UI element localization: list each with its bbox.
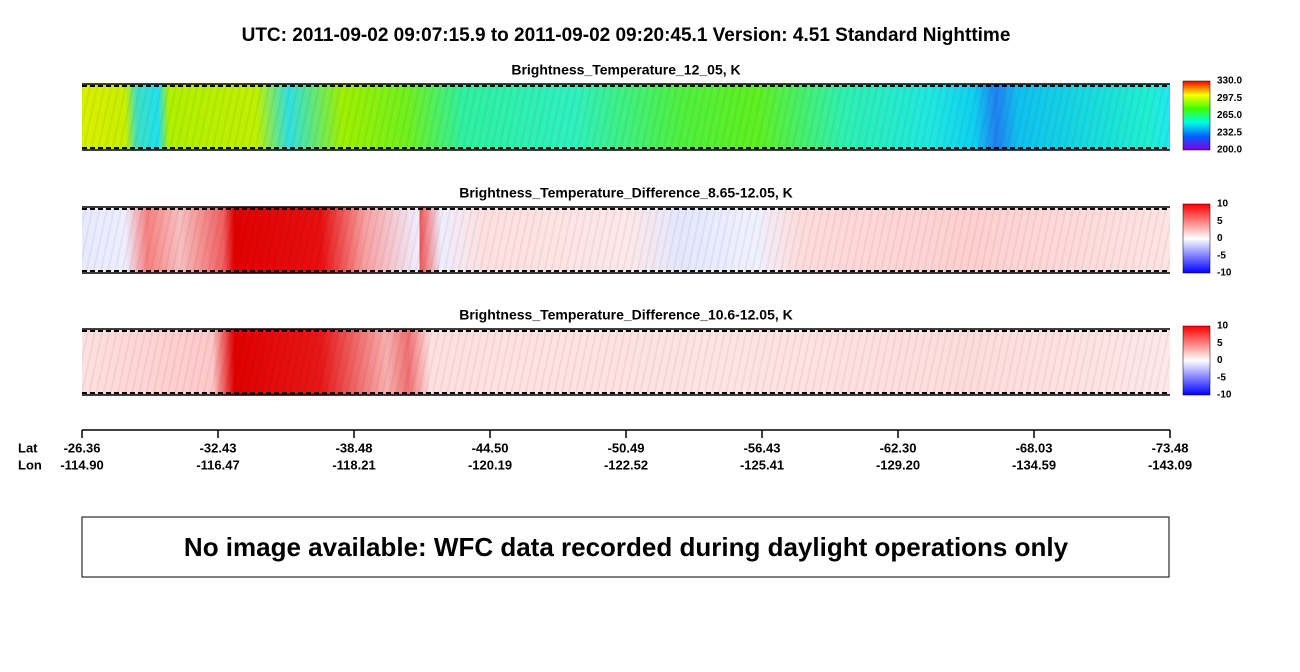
lat-value: -73.48 [1152,440,1189,455]
lon-value: -125.41 [740,457,784,472]
colorbar-label: 10 [1217,199,1229,210]
colorbar [1182,325,1211,396]
lon-value: -134.59 [1012,457,1056,472]
lon-value: -143.09 [1148,457,1192,472]
lon-value: -129.20 [876,457,920,472]
colorbar-label: 5 [1217,216,1223,227]
heatmap-texture [82,84,1170,150]
colorbar-label: -5 [1217,372,1226,383]
lat-value: -68.03 [1016,440,1053,455]
lon-value: -120.19 [468,457,512,472]
lat-value: -44.50 [472,440,509,455]
lon-value: -122.52 [604,457,648,472]
lon-value: -118.21 [332,457,375,472]
colorbar [1182,203,1211,274]
colorbar-label: 297.5 [1217,93,1242,104]
lat-value: -62.30 [880,440,917,455]
colorbar-label: 330.0 [1217,76,1242,87]
notice: No image available: WFC data recorded du… [184,532,1069,562]
lat-label: Lat [18,440,38,455]
colorbar [1182,80,1211,151]
panel-title: Brightness_Temperature_12_05, K [511,62,740,78]
lat-value: -56.43 [744,440,781,455]
colorbar-label: 10 [1217,321,1229,332]
colorbar-label: -10 [1217,390,1232,401]
lon-value: -116.47 [196,457,239,472]
lon-label: Lon [18,457,42,472]
heatmap-texture [82,207,1170,273]
lat-value: -26.36 [64,440,101,455]
colorbar-label: -5 [1217,250,1226,261]
lon-value: -114.90 [60,457,103,472]
colorbar-label: -10 [1217,268,1232,279]
colorbar-label: 200.0 [1217,145,1242,156]
colorbar-label: 5 [1217,338,1223,349]
panel-title: Brightness_Temperature_Difference_10.6-1… [459,307,793,323]
notice-box [81,516,1170,578]
lat-value: -38.48 [336,440,373,455]
lat-value: -32.43 [200,440,237,455]
colorbar-label: 0 [1217,233,1223,244]
panel-title: Brightness_Temperature_Difference_8.65-1… [459,185,793,201]
colorbar-label: 265.0 [1217,110,1242,121]
colorbar-label: 232.5 [1217,127,1242,138]
heatmap-texture [82,329,1170,395]
colorbar-label: 0 [1217,355,1223,366]
lat-value: -50.49 [608,440,645,455]
title: UTC: 2011-09-02 09:07:15.9 to 2011-09-02… [242,25,1011,46]
